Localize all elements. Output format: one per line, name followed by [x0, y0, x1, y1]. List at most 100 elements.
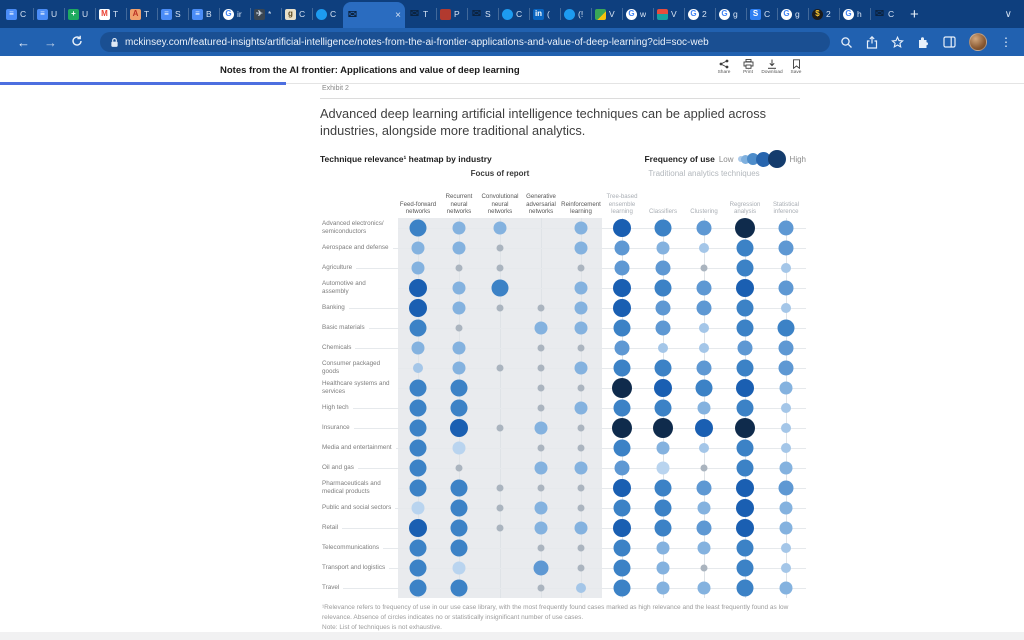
- browser-menu-icon[interactable]: ⋮: [1000, 35, 1012, 49]
- download-icon: [767, 59, 777, 69]
- browser-tab[interactable]: ≡ C: [2, 0, 33, 28]
- browser-tab[interactable]: V: [591, 0, 622, 28]
- heatmap-cell: [452, 361, 466, 375]
- heatmap-cell: [736, 479, 754, 497]
- heatmap-cell: [409, 519, 427, 537]
- heatmap-cell: [409, 439, 427, 457]
- browser-tab[interactable]: C: [312, 0, 343, 28]
- heatmap-cell: [654, 379, 672, 397]
- tab-close-icon[interactable]: ×: [395, 9, 401, 21]
- browser-tab[interactable]: ≡ B: [188, 0, 219, 28]
- bookmark-star-icon[interactable]: [891, 35, 904, 49]
- browser-tab[interactable]: ✉ S: [467, 0, 498, 28]
- row-label: High tech: [322, 398, 398, 418]
- browser-tab[interactable]: + U: [64, 0, 95, 28]
- heatmap-cell: [496, 484, 504, 492]
- heatmap-cell: [409, 459, 427, 477]
- heatmap-cell: [736, 519, 754, 537]
- heatmap-cell: [697, 501, 711, 515]
- share-button[interactable]: Share: [712, 59, 736, 75]
- back-button[interactable]: ←: [17, 34, 30, 50]
- heatmap-cell: [534, 461, 548, 475]
- legend-low-label: Low: [718, 154, 734, 164]
- google-favicon: G: [626, 8, 637, 20]
- browser-tab-active[interactable]: ✉ ×: [343, 2, 405, 28]
- tab-label: 2: [826, 9, 831, 19]
- row-leader-line: [322, 308, 806, 309]
- forward-button[interactable]: →: [44, 34, 57, 50]
- heatmap-cell: [409, 559, 427, 577]
- download-button[interactable]: Download: [760, 59, 784, 75]
- linkedin-favicon: in: [533, 8, 544, 20]
- heatmap-cell: [736, 399, 754, 417]
- heatmap-cell: [654, 399, 672, 417]
- search-icon[interactable]: [840, 36, 853, 49]
- tab-label: ir: [237, 9, 242, 19]
- heatmap-cell: [700, 464, 708, 472]
- browser-tab[interactable]: $2: [808, 0, 839, 28]
- browser-tab[interactable]: ✉ T: [405, 0, 436, 28]
- browser-tab[interactable]: C: [498, 0, 529, 28]
- tab-label: B: [206, 9, 212, 19]
- tab-label: U: [51, 9, 58, 19]
- browser-tab[interactable]: P: [436, 0, 467, 28]
- heatmap-cell: [736, 319, 754, 337]
- heatmap-row: Healthcare systems and services: [320, 378, 806, 398]
- heatmap-cell: [613, 519, 631, 537]
- mail-favicon: ✉: [874, 7, 885, 20]
- row-leader-line: [322, 228, 806, 229]
- heatmap-row: Travel: [320, 578, 806, 598]
- heatmap-cell: [496, 304, 504, 312]
- save-button[interactable]: Save: [784, 59, 808, 75]
- browser-tab[interactable]: (!: [560, 0, 591, 28]
- side-panel-icon[interactable]: [943, 36, 956, 48]
- share-page-icon[interactable]: [866, 35, 878, 49]
- browser-tab[interactable]: ✈ *: [250, 0, 281, 28]
- row-label: Oil and gas: [322, 458, 398, 478]
- heatmap-cell: [491, 279, 509, 297]
- heatmap-cell: [450, 479, 468, 497]
- heatmap-cell: [654, 499, 672, 517]
- browser-tab[interactable]: V: [653, 0, 684, 28]
- browser-tab[interactable]: ✉ C: [870, 0, 901, 28]
- exhibit: Exhibit 2 Advanced deep learning artific…: [320, 84, 806, 634]
- extensions-puzzle-icon[interactable]: [917, 36, 930, 49]
- tab-search-chevron-icon[interactable]: ∨: [1004, 8, 1012, 20]
- heatmap-row: Basic materials: [320, 318, 806, 338]
- legend-title: Frequency of use: [644, 154, 715, 164]
- action-label: Share: [717, 70, 731, 75]
- mail-favicon: ✉: [471, 7, 482, 20]
- heatmap-cell: [656, 241, 670, 255]
- reload-button[interactable]: [64, 35, 90, 49]
- profile-avatar[interactable]: [969, 33, 987, 51]
- new-tab-button[interactable]: +: [910, 5, 919, 23]
- tab-label: C: [764, 9, 771, 19]
- heatmap-row: Consumer packaged goods: [320, 358, 806, 378]
- browser-tab[interactable]: in(: [529, 0, 560, 28]
- row-label: Healthcare systems and services: [322, 378, 398, 398]
- browser-tab[interactable]: ≡ S: [157, 0, 188, 28]
- heatmap-cell: [696, 480, 712, 496]
- row-leader-line: [322, 388, 806, 389]
- row-label: Advanced electronics/ semiconductors: [322, 218, 398, 238]
- row-label: Media and entertainment: [322, 438, 398, 458]
- heatmap-cell: [612, 378, 632, 398]
- heatmap-cell: [411, 501, 425, 515]
- browser-tab[interactable]: ≡ U: [33, 0, 64, 28]
- heatmap-cell: [452, 241, 466, 255]
- print-button[interactable]: Print: [736, 59, 760, 75]
- url-text: mckinsey.com/featured-insights/artificia…: [125, 36, 709, 48]
- heatmap-cell: [779, 501, 793, 515]
- url-bar[interactable]: mckinsey.com/featured-insights/artificia…: [100, 32, 830, 52]
